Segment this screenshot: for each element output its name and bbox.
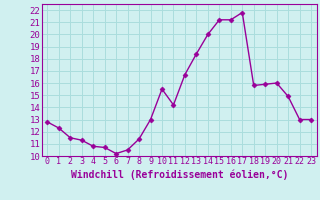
X-axis label: Windchill (Refroidissement éolien,°C): Windchill (Refroidissement éolien,°C) <box>70 169 288 180</box>
